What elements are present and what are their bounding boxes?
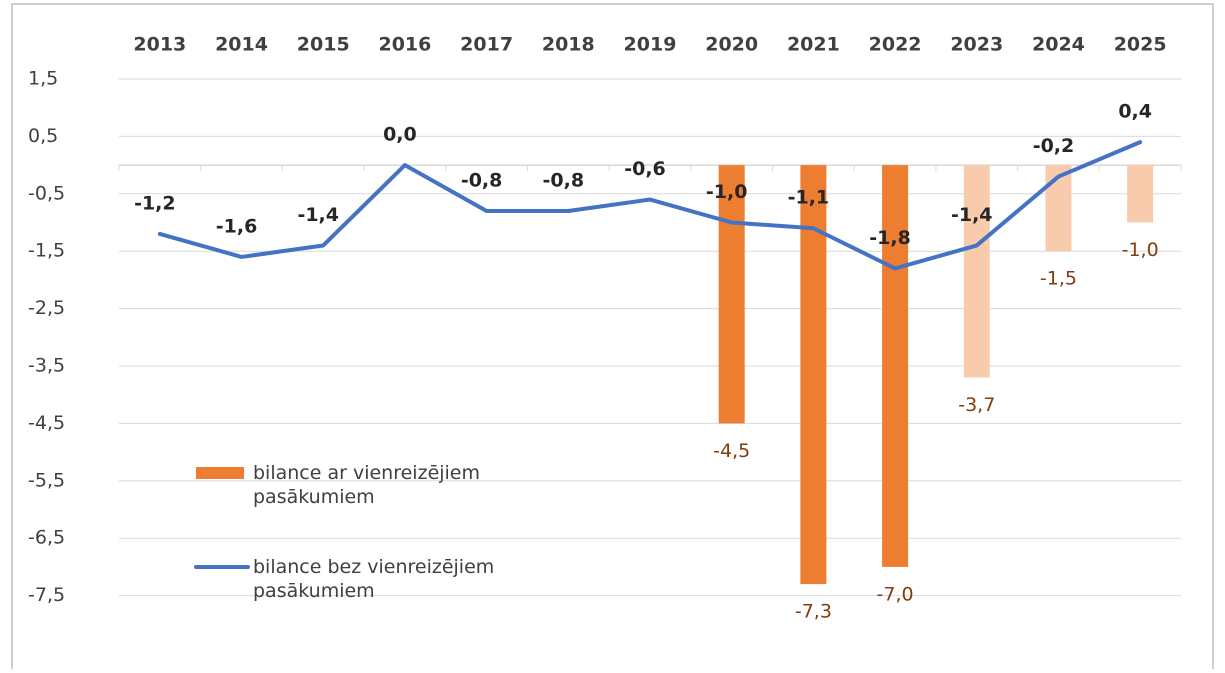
line-value-label: -1,4: [297, 204, 339, 226]
bar: [800, 165, 827, 585]
bar-value-label: -7,3: [795, 601, 832, 623]
x-tick-label: 2022: [869, 34, 922, 56]
line-value-label: -0,8: [461, 170, 503, 192]
x-tick-label: 2018: [542, 34, 595, 56]
x-tick-label: 2017: [460, 34, 513, 56]
y-tick-label: -2,5: [28, 297, 65, 319]
bar: [882, 165, 909, 567]
line-value-label: -0,2: [1033, 135, 1075, 157]
y-tick-label: -5,5: [28, 469, 65, 491]
bar-value-label: -7,0: [877, 583, 914, 605]
line-value-label: -0,8: [543, 170, 585, 192]
line-value-label: -1,2: [134, 192, 176, 214]
y-tick-label: 0,5: [28, 125, 58, 147]
legend-label: bilance bez vienreizējiem pasākumiem: [253, 556, 495, 602]
y-tick-label: 1,5: [28, 68, 58, 90]
x-tick-label: 2016: [378, 34, 431, 56]
line-value-label: -1,6: [216, 215, 258, 237]
y-tick-label: -4,5: [28, 412, 65, 434]
line-value-label: -1,0: [706, 181, 748, 203]
bar: [1045, 165, 1072, 252]
bar-value-label: -1,5: [1040, 268, 1077, 290]
x-tick-label: 2024: [1032, 34, 1085, 56]
x-tick-label: 2021: [787, 34, 840, 56]
y-tick-label: -7,5: [28, 584, 65, 606]
x-tick-label: 2025: [1114, 34, 1167, 56]
bar-value-label: -1,0: [1122, 239, 1159, 261]
bar-value-label: -3,7: [958, 394, 995, 416]
y-tick-label: -1,5: [28, 240, 65, 262]
legend-swatch-bar: [196, 467, 244, 479]
y-tick-label: -6,5: [28, 527, 65, 549]
bar: [963, 165, 990, 378]
x-tick-label: 2023: [950, 34, 1003, 56]
chart-border: [11, 3, 1214, 673]
line: [157, 140, 1143, 271]
bar: [1127, 165, 1154, 223]
line-value-label: -0,6: [624, 158, 666, 180]
x-tick-label: 2020: [705, 34, 758, 56]
line-value-label: -1,1: [788, 187, 830, 209]
line-value-label: 0,0: [383, 124, 417, 146]
bar: [718, 165, 745, 424]
legend-label: bilance ar vienreizējiem pasākumiem: [253, 462, 481, 508]
x-tick-label: 2014: [215, 34, 268, 56]
line-value-label: -1,8: [869, 227, 911, 249]
x-tick-label: 2019: [624, 34, 677, 56]
y-tick-label: -3,5: [28, 355, 65, 377]
x-tick-label: 2015: [297, 34, 350, 56]
line-value-label: 0,4: [1118, 101, 1152, 123]
y-tick-label: -0,5: [28, 182, 65, 204]
x-tick-label: 2013: [133, 34, 186, 56]
bar-value-label: -4,5: [713, 440, 750, 462]
line-value-label: -1,4: [951, 204, 993, 226]
